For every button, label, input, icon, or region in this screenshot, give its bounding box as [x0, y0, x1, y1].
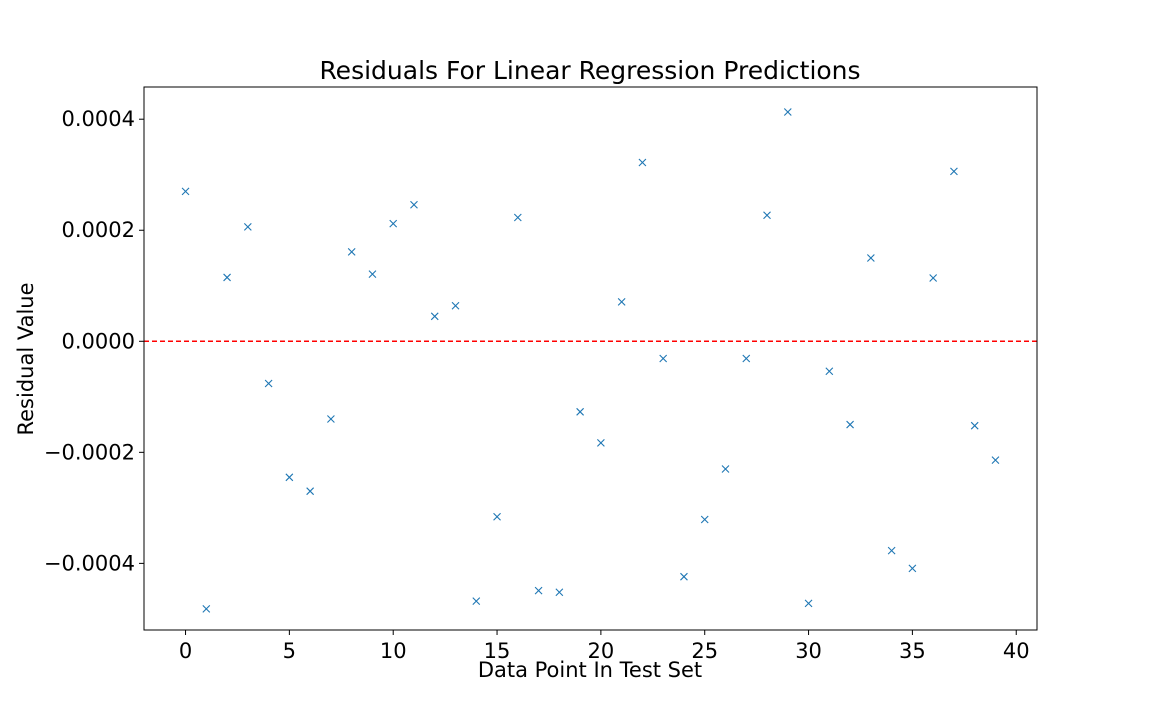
- data-point: [202, 605, 211, 613]
- x-tick-label: 25: [691, 639, 718, 663]
- data-point: [617, 297, 626, 306]
- data-point: [970, 421, 979, 430]
- data-point: [742, 354, 751, 363]
- data-point: [991, 456, 1000, 464]
- data-point: [638, 158, 647, 167]
- data-point: [243, 223, 252, 231]
- data-point: [700, 515, 709, 524]
- data-point: [846, 420, 854, 429]
- data-point: [596, 439, 605, 447]
- data-point: [181, 187, 190, 196]
- data-point: [783, 108, 792, 116]
- x-axis-label: Data Point In Test Set: [478, 658, 702, 682]
- x-tick-label: 15: [484, 639, 511, 663]
- x-tick-label: 0: [179, 639, 192, 663]
- data-point: [472, 597, 481, 606]
- data-point: [410, 200, 418, 209]
- data-point: [763, 211, 771, 220]
- data-point: [327, 415, 335, 423]
- data-point: [825, 367, 834, 376]
- data-point: [451, 301, 460, 310]
- plot-frame: [143, 86, 1038, 631]
- data-point: [659, 354, 668, 363]
- y-tick-label: 0.0004: [62, 107, 135, 131]
- data-point: [950, 167, 958, 176]
- x-tick-label: 20: [588, 639, 615, 663]
- y-axis: −0.0004 −0.0002 0.0000 0.0002 0.0004: [44, 107, 144, 575]
- data-point: [887, 546, 896, 555]
- y-tick-label: 0.0002: [62, 218, 135, 242]
- data-point: [368, 270, 377, 278]
- data-point: [389, 219, 398, 228]
- data-point: [306, 487, 315, 496]
- data-point: [555, 588, 564, 597]
- x-tick-label: 40: [1003, 639, 1030, 663]
- data-point: [430, 312, 439, 321]
- data-point: [929, 274, 938, 282]
- data-point: [804, 599, 813, 608]
- y-axis-label: Residual Value: [14, 282, 38, 435]
- data-point: [866, 254, 875, 262]
- x-tick-label: 10: [380, 639, 407, 663]
- y-tick-label: −0.0002: [44, 440, 135, 464]
- data-point: [264, 379, 273, 388]
- data-point: [223, 273, 231, 282]
- data-point: [908, 564, 917, 573]
- x-tick-label: 5: [283, 639, 296, 663]
- data-point: [285, 473, 294, 482]
- data-point: [680, 572, 688, 581]
- chart-title: Residuals For Linear Regression Predicti…: [319, 56, 860, 85]
- data-point: [513, 213, 522, 222]
- x-tick-label: 35: [899, 639, 926, 663]
- y-tick-label: −0.0004: [44, 551, 135, 575]
- data-point: [347, 248, 356, 256]
- data-point: [493, 512, 501, 521]
- x-tick-label: 30: [795, 639, 822, 663]
- data-point: [576, 407, 585, 416]
- data-point: [721, 465, 730, 473]
- x-axis: 0 5 10 15 20 25 30 35 40: [179, 630, 1030, 663]
- data-point: [534, 586, 543, 595]
- plot-area: [144, 108, 1037, 613]
- y-tick-label: 0.0000: [62, 329, 135, 353]
